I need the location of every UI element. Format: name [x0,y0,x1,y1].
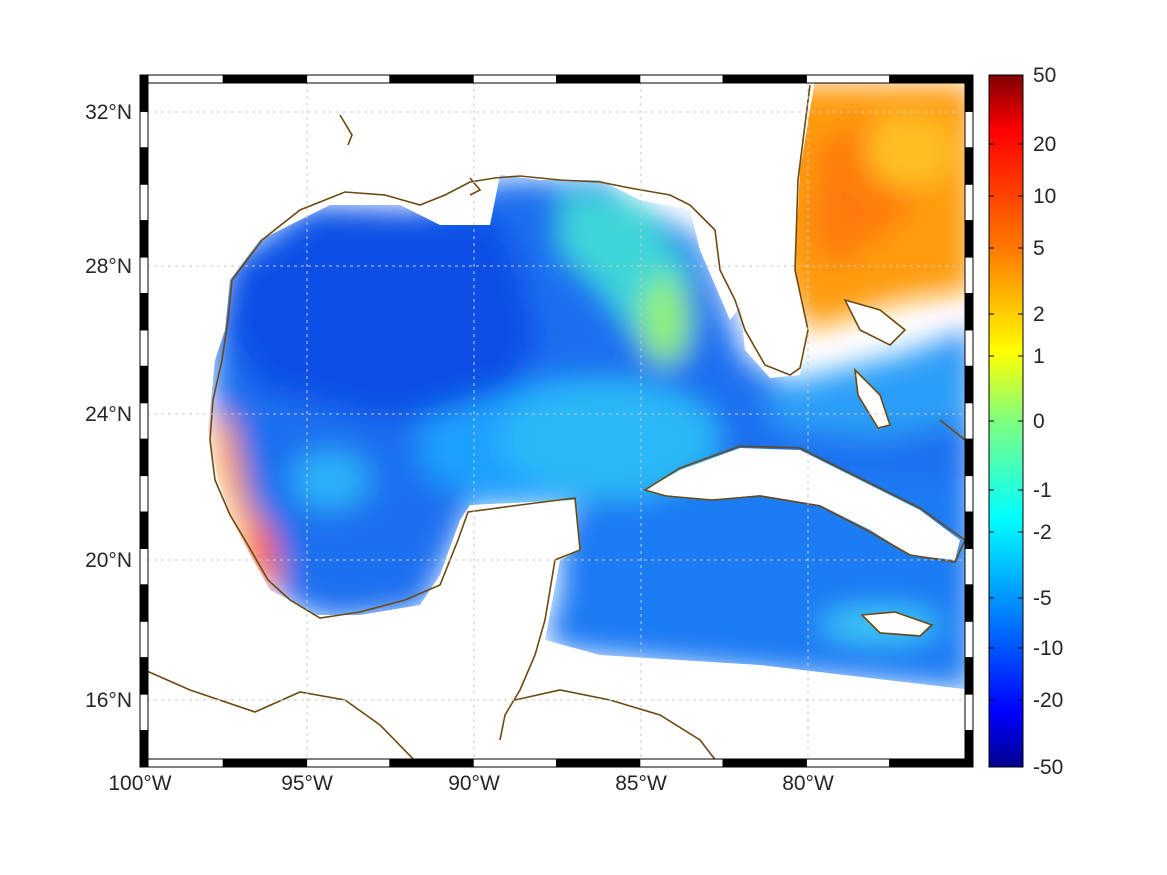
frame-segment-bottom [889,758,974,768]
y-axis-ticks: 32°N 28°N 24°N 20°N 16°N [85,101,132,712]
frame-segment-right [964,402,974,440]
x-tick-label: 80°W [782,772,834,795]
frame-segment-bottom [722,758,807,768]
frame-segment-top [139,74,224,84]
frame-segment-right [964,547,974,586]
frame-segment-top [639,74,724,84]
frame-segment-left [139,547,149,586]
frame-segment-right [964,620,974,659]
frame-segment-left [139,730,149,768]
colorbar-tick-label: -20 [1033,689,1063,712]
y-tick-label: 20°N [85,549,132,572]
frame-segment-right [964,183,974,222]
colorbar-tick-label: -5 [1033,587,1052,610]
frame-segment-left [139,402,149,440]
frame-segment-right [964,110,974,149]
y-tick-label: 32°N [85,101,132,124]
x-tick-label: 95°W [281,772,333,795]
frame-segment-top [722,74,807,84]
colorbar-tick-label: -2 [1033,521,1052,544]
frame-segment-bottom [222,758,308,768]
frame-segment-right [964,511,974,549]
frame-segment-right [964,147,974,185]
colorbar-tick-label: 1 [1033,345,1045,368]
colorbar-tick-label: -1 [1033,479,1052,502]
colorbar-tick-label: 0 [1033,410,1045,433]
frame-segment-right [964,74,974,112]
colorbar-tick-label: 2 [1033,303,1045,326]
frame-segment-right [964,730,974,768]
frame-segment-left [139,293,149,331]
x-axis-ticks: 100°W 95°W 90°W 85°W 80°W [108,772,834,795]
frame-segment-bottom [556,758,641,768]
frame-segment-bottom [639,758,724,768]
frame-segment-left [139,511,149,549]
x-tick-label: 85°W [615,772,667,795]
frame-segment-top [556,74,641,84]
frame-segment-bottom [805,758,891,768]
sea-surface-field [140,75,973,767]
frame-segment-left [139,475,149,513]
frame-segment-right [964,329,974,367]
frame-segment-right [964,256,974,295]
frame-segment-left [139,620,149,659]
frame-segment-right [964,584,974,622]
y-tick-label: 28°N [85,255,132,278]
frame-segment-bottom [472,758,558,768]
map-frame [139,74,974,768]
colorbar-tick-label: -50 [1033,756,1063,779]
frame-segment-bottom [306,758,391,768]
frame-segment-top [889,74,974,84]
frame-segment-left [139,183,149,222]
y-tick-label: 24°N [85,403,132,426]
frame-segment-bottom [389,758,474,768]
frame-segment-right [964,438,974,477]
frame-segment-left [139,74,149,112]
frame-segment-right [964,293,974,331]
colorbar-tick-label: 50 [1033,64,1056,87]
frame-segment-right [964,475,974,513]
frame-segment-left [139,147,149,185]
frame-segment-top [306,74,391,84]
frame-segment-left [139,220,149,258]
frame-segment-left [139,438,149,477]
colorbar-tick-label: 10 [1033,185,1056,208]
frame-segment-top [472,74,558,84]
frame-segment-right [964,657,974,695]
frame-segment-left [139,584,149,622]
frame-segment-left [139,256,149,295]
colorbar-tick-label: 20 [1033,133,1056,156]
frame-segment-left [139,329,149,367]
coastlines [140,84,973,767]
x-tick-label: 90°W [448,772,500,795]
frame-segment-top [805,74,891,84]
frame-segment-left [139,110,149,149]
frame-segment-left [139,657,149,695]
frame-segment-bottom [139,758,224,768]
frame-outline [139,74,974,768]
frame-segment-left [139,693,149,732]
frame-segment-right [964,365,974,404]
x-tick-label: 100°W [108,772,171,795]
frame-segment-right [964,220,974,258]
frame-segment-top [222,74,308,84]
colorbar-tick-label: -10 [1033,637,1063,660]
frame-segment-left [139,365,149,404]
frame-segment-right [964,693,974,732]
frame-segment-top [389,74,474,84]
colorbar-tick-label: 5 [1033,237,1045,260]
colorbar-gradient [988,74,1024,768]
grid-lines [140,75,973,767]
y-tick-label: 16°N [85,689,132,712]
